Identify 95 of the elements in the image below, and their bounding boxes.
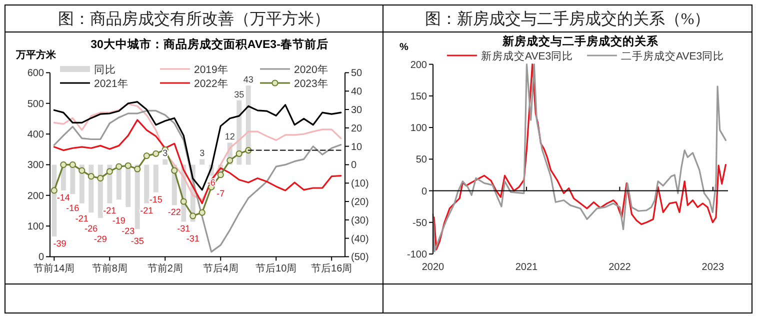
data-label: -7 [216,188,225,199]
point [226,157,234,164]
y2-tick-label: 50 [351,68,363,80]
y-tick-label: 200 [27,190,44,202]
data-label: -21 [75,213,88,224]
bar [153,164,158,192]
x-tick-label: 2023 [702,262,724,273]
bar [162,159,168,165]
data-label: -35 [130,236,144,246]
y-tick-label: 300 [27,160,44,172]
y-tick-label: 150 [410,91,428,102]
point [106,168,113,175]
point [198,209,206,216]
line-series [53,110,342,253]
legend-label: 二手房成交AVE3同比 [621,50,724,62]
data-label: -26 [84,224,98,234]
point [97,174,104,182]
point [236,150,242,157]
data-label: 35 [234,89,244,100]
x-tick-label: 节前14周 [34,262,75,275]
x-tick-label: 节前8周 [92,262,128,275]
chart-subtitle: 30大中城市：商品房成交面积AVE3-春节前后 [90,37,328,51]
data-label: -23 [122,226,135,236]
x-tick-label: 节后4周 [202,262,238,275]
x-tick-label: 2020 [422,262,445,273]
y-tick-label: 100 [27,222,44,233]
y-tick-label: -100 [406,250,428,260]
legend-label: 2020年 [294,64,328,76]
y2-tick-label: (20) [351,197,369,208]
data-label: -16 [66,203,80,214]
data-label: -14 [56,192,70,202]
y2-tick-label: 40 [351,86,363,98]
data-label: -21 [103,205,116,216]
point [190,212,196,220]
data-label: -29 [94,234,107,244]
y2-tick-label: (40) [351,234,369,245]
y-tick-label: 50 [416,154,428,166]
y-tick-label: 200 [410,60,428,71]
legend-label: 同比 [94,63,116,76]
x-tick-label: 节前2周 [147,262,183,275]
data-label: 43 [243,74,254,85]
point [180,198,187,205]
y-tick-label: 400 [27,130,44,141]
x-tick-label: 2022 [608,262,632,273]
point [171,167,178,174]
y-tick-label: 100 [410,123,428,134]
point [88,173,94,180]
x-tick-label: 节后10周 [256,262,297,275]
y-tick-label: -50 [412,218,428,229]
point [69,161,76,168]
bar [52,164,57,236]
point [116,163,122,170]
y2-tick-label: (10) [351,178,369,190]
y-axis-title: % [400,42,409,53]
y-axis-title: 万平方米 [15,49,57,61]
legend-label: 2021年 [94,78,128,90]
legend-label: 新房成交AVE3同比 [481,50,574,62]
x-tick-label: 节后16周 [311,262,352,275]
point [50,187,58,194]
data-label: -19 [112,216,126,226]
bar [144,164,150,204]
point [152,150,160,157]
legend-label: 2019年 [194,64,228,76]
data-label: -15 [149,194,162,204]
data-label: -31 [186,234,200,244]
y2-tick-label: 0 [351,160,357,172]
y2-tick-label: 30 [351,105,363,116]
chart-subtitle: 新房成交与二手房成交的关系 [502,34,660,48]
legend-label: 2023年 [294,78,328,90]
data-label: 12 [224,132,235,142]
y2-tick-label: (50) [351,252,369,264]
data-label: -21 [140,205,154,216]
chart-title: 图：商品房成交有所改善（万平方米） [58,10,330,28]
point [143,152,150,160]
y-tick-label: 0 [38,252,44,264]
line-series [53,119,342,204]
y-tick-label: 600 [27,68,44,80]
y2-tick-label: 10 [351,142,363,153]
data-label: -31 [177,224,190,234]
point [78,167,86,174]
y2-tick-label: (30) [351,215,369,226]
x-tick-label: 2021 [515,262,538,273]
data-label: 3 [200,148,205,158]
point [124,162,132,169]
chart-title: 图：新房成交与二手房成交的关系（%） [424,10,710,28]
point [134,166,141,172]
point [217,172,224,178]
data-label: -22 [168,207,181,218]
y-tick-label: 0 [421,186,428,198]
y2-tick-label: 20 [351,123,363,134]
legend-label: 2022年 [194,78,228,90]
data-label: -39 [53,238,66,248]
y-tick-label: 500 [27,98,44,110]
bar [200,159,205,165]
point [60,161,67,168]
